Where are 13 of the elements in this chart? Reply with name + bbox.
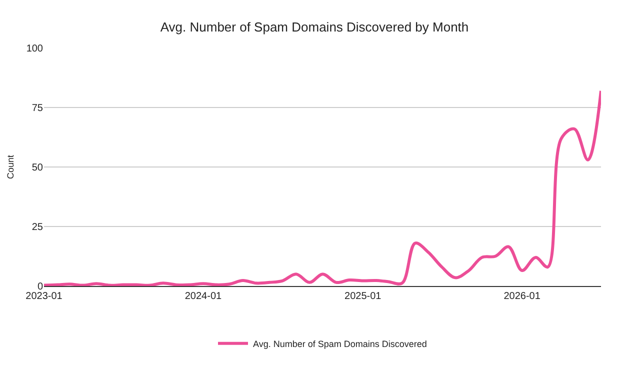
y-tick-label: 0 [37, 282, 44, 292]
line-series [44, 89, 601, 286]
x-tick-label: 2023-01 [26, 291, 63, 302]
legend-label: Avg. Number of Spam Domains Discovered [253, 338, 427, 349]
y-tick-label: 25 [32, 222, 44, 233]
y-tick-label: 75 [32, 103, 44, 114]
x-tick-label: 2024-01 [184, 291, 222, 302]
y-tick-label: 100 [26, 44, 44, 54]
y-tick-label: 50 [32, 162, 44, 174]
x-tick-label: 2025-01 [344, 291, 382, 302]
x-tick-label: 2026-01 [504, 291, 541, 302]
y-axis-title: Count [6, 154, 16, 180]
chart-title: Avg. Number of Spam Domains Discovered by Month [160, 19, 469, 34]
